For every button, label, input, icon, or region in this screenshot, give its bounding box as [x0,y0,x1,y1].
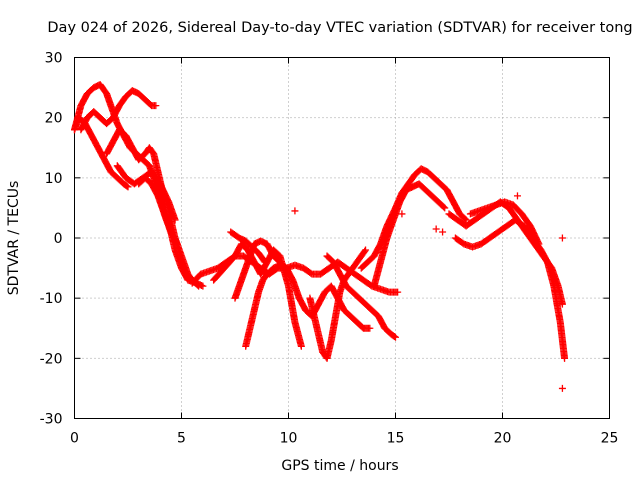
x-axis: 0 5 10 15 20 25 [70,57,619,447]
x-tick-label: 10 [280,431,298,447]
data-point [513,192,521,200]
data-point [535,240,543,248]
data-point [398,210,406,218]
data-point [366,324,374,332]
data-point [432,225,440,233]
x-tick-label: 0 [70,431,79,447]
data-point [152,102,160,110]
y-tick-label: -30 [40,412,63,428]
x-tick-label: 20 [494,431,512,447]
y-tick-label: 0 [54,231,63,247]
data-point [440,203,448,211]
data-point [439,228,447,236]
data-point [261,258,269,266]
data-point [558,234,566,242]
y-tick-label: 20 [45,111,63,127]
data-point [194,281,202,289]
data-point [558,384,566,392]
data-point [390,333,398,341]
data-point [291,207,299,215]
data-point [362,246,370,254]
x-axis-label: GPS time / hours [281,458,398,474]
data-point [394,288,402,296]
x-tick-label: 25 [601,431,619,447]
y-tick-label: 30 [45,51,63,67]
data-point [195,282,203,290]
data-point [461,215,469,223]
plot-frame [74,57,610,419]
data-point [462,216,470,224]
data-point [281,263,289,271]
chart-title: Day 024 of 2026, Sidereal Day-to-day VTE… [47,20,632,36]
y-tick-label: -10 [40,291,63,307]
x-tick-label: 5 [177,431,186,447]
data-point [561,354,569,362]
y-axis-label: SDTVAR / TECUs [6,181,22,296]
data-point [297,342,305,350]
data-point [282,264,290,272]
data-points [71,81,569,392]
data-point [441,204,449,212]
grid [74,57,610,419]
data-point [124,183,132,191]
data-point [361,247,369,255]
data-point [392,333,399,341]
y-axis: -30 -20 -10 0 10 20 30 [40,51,610,428]
y-tick-label: -20 [40,351,63,367]
data-point [260,257,268,265]
data-point [171,216,179,224]
y-tick-label: 10 [45,171,63,187]
x-tick-label: 15 [387,431,405,447]
data-point [173,240,181,248]
data-point [123,182,131,190]
